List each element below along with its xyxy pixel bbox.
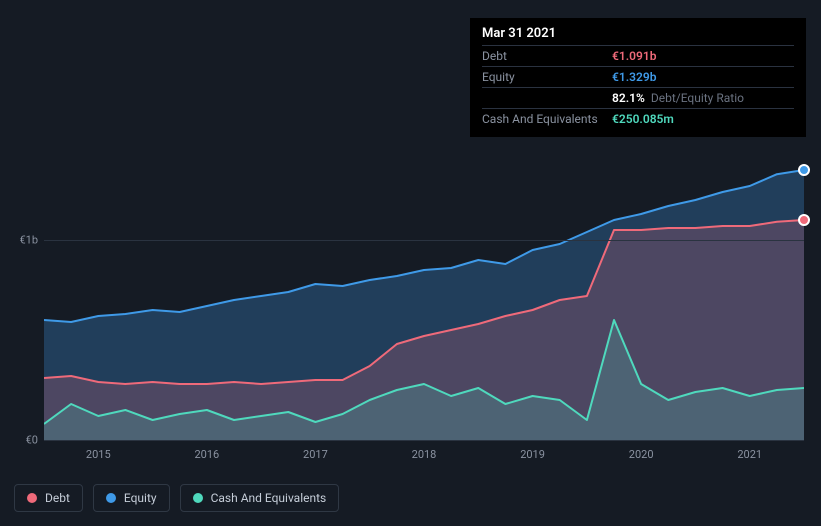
- tooltip-row: Debt€1.091b: [482, 45, 794, 66]
- legend-item-debt[interactable]: Debt: [14, 484, 83, 512]
- legend-item-cash-and-equivalents[interactable]: Cash And Equivalents: [180, 484, 340, 512]
- area-chart-svg: [44, 140, 804, 440]
- tooltip-row-value: €250.085m: [612, 112, 674, 126]
- tooltip-row: 82.1% Debt/Equity Ratio: [482, 87, 794, 108]
- x-axis-tick: 2018: [412, 448, 437, 461]
- y-axis-tick: €1b: [19, 234, 38, 247]
- chart-plot-area[interactable]: [44, 140, 804, 440]
- legend-label: Equity: [124, 491, 157, 505]
- tooltip-row-value: €1.091b: [612, 49, 656, 63]
- tooltip-row: Equity€1.329b: [482, 66, 794, 87]
- x-axis-tick: 2020: [629, 448, 654, 461]
- tooltip-row-value: 82.1%: [612, 91, 645, 105]
- series-end-marker: [798, 164, 810, 176]
- tooltip-date: Mar 31 2021: [482, 26, 794, 41]
- chart-legend: Debt Equity Cash And Equivalents: [14, 484, 339, 512]
- x-axis-tick: 2016: [194, 448, 219, 461]
- y-axis-tick: €0: [26, 434, 38, 447]
- gridline: [44, 440, 804, 441]
- x-axis-tick: 2017: [303, 448, 328, 461]
- gridline: [44, 240, 804, 241]
- x-axis-tick: 2021: [737, 448, 762, 461]
- legend-item-equity[interactable]: Equity: [93, 484, 170, 512]
- tooltip-row-label: Cash And Equivalents: [482, 112, 612, 126]
- legend-dot-icon: [193, 493, 203, 503]
- x-axis-tick: 2019: [520, 448, 545, 461]
- legend-dot-icon: [106, 493, 116, 503]
- legend-dot-icon: [27, 493, 37, 503]
- x-axis-tick: 2015: [86, 448, 111, 461]
- tooltip-row: Cash And Equivalents€250.085m: [482, 108, 794, 129]
- tooltip-row-extra: Debt/Equity Ratio: [651, 91, 744, 105]
- legend-label: Cash And Equivalents: [211, 491, 327, 505]
- tooltip-row-value: €1.329b: [612, 70, 656, 84]
- legend-label: Debt: [45, 491, 70, 505]
- series-end-marker: [798, 214, 810, 226]
- chart-tooltip: Mar 31 2021 Debt€1.091bEquity€1.329b82.1…: [470, 18, 806, 137]
- tooltip-row-label: Equity: [482, 70, 612, 84]
- y-axis: €0€1b: [0, 0, 44, 440]
- tooltip-row-label: Debt: [482, 49, 612, 63]
- x-axis: 2015 2016 2017 2018 2019 2020 2021: [44, 448, 804, 464]
